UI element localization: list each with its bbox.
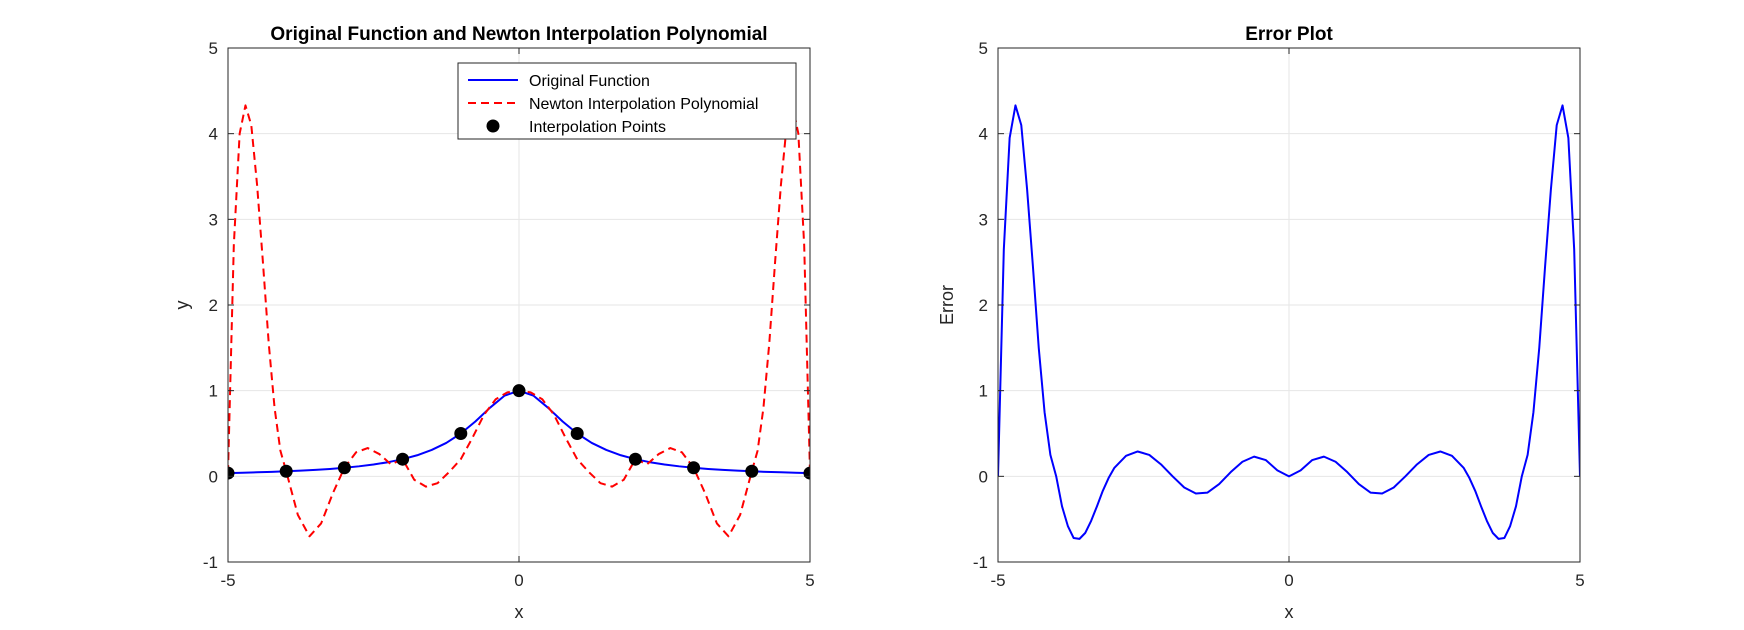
- y-tick-label: -1: [973, 553, 988, 572]
- y-tick-label: 5: [979, 39, 988, 58]
- legend-entry-label: Interpolation Points: [529, 119, 666, 136]
- x-tick-label: -5: [990, 571, 1005, 590]
- y-tick-label: 1: [979, 382, 988, 401]
- y-tick-label: 5: [209, 39, 218, 58]
- interpolation-point: [279, 464, 293, 478]
- plot-series-group: [228, 104, 810, 538]
- y-tick-label: 3: [979, 210, 988, 229]
- x-tick-label: 5: [805, 571, 814, 590]
- legend-entry-label: Newton Interpolation Polynomial: [529, 96, 758, 113]
- interpolation-point: [396, 452, 410, 466]
- interpolation-point: [745, 464, 759, 478]
- y-tick-label: 0: [209, 467, 218, 486]
- y-tick-label: 4: [209, 125, 218, 144]
- x-axis-label: x: [1285, 602, 1294, 622]
- legend: Original Function Newton Interpolation Po…: [457, 62, 797, 140]
- interpolation-point: [454, 427, 468, 440]
- y-axis-label: y: [172, 301, 192, 310]
- legend-marker: [486, 119, 500, 133]
- legend-box: [457, 62, 797, 140]
- plot-series-group: [998, 104, 1580, 540]
- y-tick-label: 1: [209, 382, 218, 401]
- x-tick-label: 0: [1284, 571, 1293, 590]
- x-tick-label: -5: [220, 571, 235, 590]
- chart-title: Original Function and Newton Interpolati…: [270, 24, 767, 45]
- error-line: [998, 104, 1580, 540]
- interpolation-chart: -5 0 5 -1 0 1 2 3 4 5 Original Function and Newton…: [172, 24, 815, 622]
- y-tick-label: -1: [203, 553, 218, 572]
- interpolation-point: [628, 452, 642, 466]
- interpolation-point: [687, 461, 701, 475]
- interpolation-point: [512, 384, 526, 398]
- x-tick-label: 0: [514, 571, 523, 590]
- interpolation-point: [337, 461, 351, 475]
- y-tick-label: 0: [979, 467, 988, 486]
- y-axis-label: Error: [937, 285, 957, 325]
- chart-title: Error Plot: [1245, 24, 1333, 45]
- y-tick-label: 2: [209, 296, 218, 315]
- y-tick-label: 3: [209, 210, 218, 229]
- x-axis-label: x: [515, 602, 524, 622]
- y-tick-label: 4: [979, 125, 988, 144]
- error-chart: -5 0 5 -1 0 1 2 3 4 5 Error Plot x Error: [937, 24, 1585, 622]
- legend-entry-label: Original Function: [529, 73, 650, 90]
- interpolation-point: [570, 427, 584, 440]
- x-tick-label: 5: [1575, 571, 1584, 590]
- y-tick-label: 2: [979, 296, 988, 315]
